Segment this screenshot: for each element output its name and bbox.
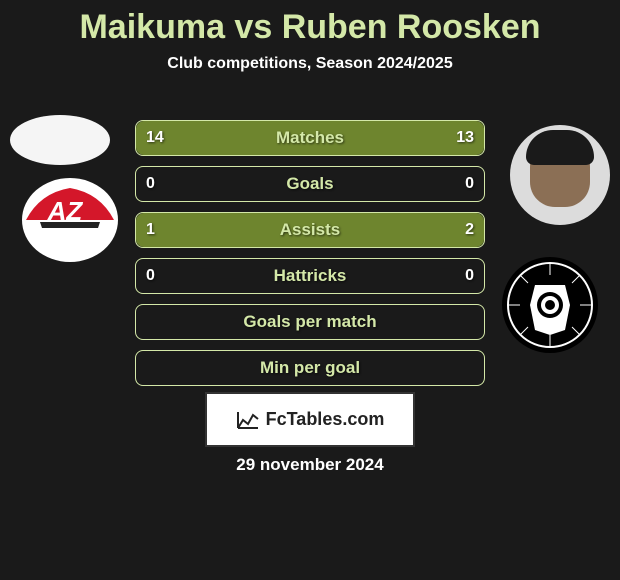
club-left-badge: AZ [20, 178, 120, 263]
footer-badge-text: FcTables.com [266, 409, 385, 430]
footer-date: 29 november 2024 [0, 455, 620, 475]
stat-row-matches: 14 13 Matches [135, 120, 485, 156]
stat-row-goals-per-match: Goals per match [135, 304, 485, 340]
player-left-avatar [10, 115, 110, 165]
stat-label: Matches [276, 128, 344, 148]
stat-row-assists: 1 2 Assists [135, 212, 485, 248]
svg-text:AZ: AZ [47, 196, 84, 226]
stat-value-right: 0 [465, 267, 474, 285]
stat-row-goals: 0 0 Goals [135, 166, 485, 202]
stat-label: Min per goal [260, 358, 360, 378]
stat-value-left: 14 [146, 129, 164, 147]
stat-value-right: 0 [465, 175, 474, 193]
stat-value-left: 1 [146, 221, 155, 239]
stats-container: 14 13 Matches 0 0 Goals 1 2 Assists 0 0 Hattricks Go… [135, 120, 485, 396]
stat-label: Hattricks [274, 266, 347, 286]
stat-value-left: 0 [146, 175, 155, 193]
stat-value-left: 0 [146, 267, 155, 285]
stat-label: Goals [286, 174, 333, 194]
stat-value-right: 2 [465, 221, 474, 239]
stat-label: Assists [280, 220, 340, 240]
stat-row-hattricks: 0 0 Hattricks [135, 258, 485, 294]
stat-value-right: 13 [456, 129, 474, 147]
club-right-badge [500, 255, 600, 355]
player-right-avatar [510, 125, 610, 225]
page-subtitle: Club competitions, Season 2024/2025 [0, 55, 620, 73]
stat-label: Goals per match [243, 312, 376, 332]
chart-icon [236, 410, 260, 430]
stat-row-min-per-goal: Min per goal [135, 350, 485, 386]
footer-badge[interactable]: FcTables.com [205, 392, 415, 447]
page-title: Maikuma vs Ruben Roosken [0, 0, 620, 47]
